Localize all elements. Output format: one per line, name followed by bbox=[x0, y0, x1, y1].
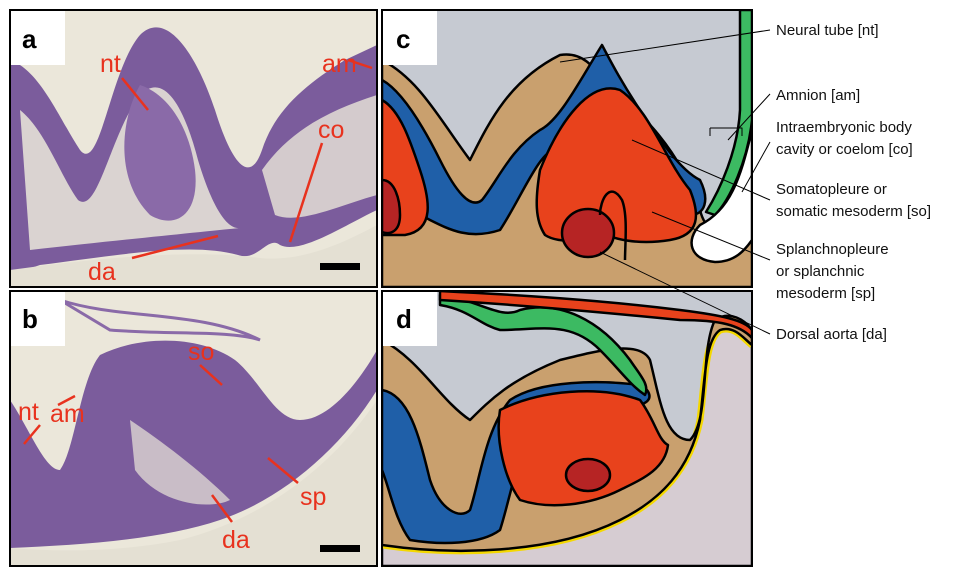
panel-label: b bbox=[22, 304, 38, 334]
legend-text: Dorsal aorta [da] bbox=[776, 326, 887, 343]
annotation: co bbox=[318, 116, 344, 144]
legend-text: Splanchnopleure bbox=[776, 241, 889, 258]
legend-text: Neural tube [nt] bbox=[776, 22, 879, 39]
legend-text: Intraembryonic body bbox=[776, 119, 912, 136]
legend-text: Amnion [am] bbox=[776, 87, 860, 104]
annotation: nt bbox=[18, 398, 39, 426]
legend-text: mesoderm [sp] bbox=[776, 285, 875, 302]
panel-d-schematic bbox=[382, 291, 752, 566]
annotation: so bbox=[188, 338, 214, 366]
figure: abcdntamcodaamsontspdaNeural tube [nt]Am… bbox=[0, 0, 971, 569]
annotation: am bbox=[50, 400, 85, 428]
legend-text: or splanchnic bbox=[776, 263, 865, 280]
legend-text: cavity or coelom [co] bbox=[776, 141, 913, 158]
annotation: nt bbox=[100, 50, 121, 78]
panel-label: c bbox=[396, 24, 410, 54]
annotation: am bbox=[322, 50, 357, 78]
annotation: da bbox=[88, 258, 116, 286]
annotation: da bbox=[222, 526, 250, 554]
panel-b-image bbox=[10, 291, 377, 566]
panel-label: a bbox=[22, 24, 37, 54]
annotation: sp bbox=[300, 483, 326, 511]
panel-label: d bbox=[396, 304, 412, 334]
panel-c-schematic bbox=[382, 10, 752, 287]
legend-text: somatic mesoderm [so] bbox=[776, 203, 931, 220]
legend-text: Somatopleure or bbox=[776, 181, 887, 198]
